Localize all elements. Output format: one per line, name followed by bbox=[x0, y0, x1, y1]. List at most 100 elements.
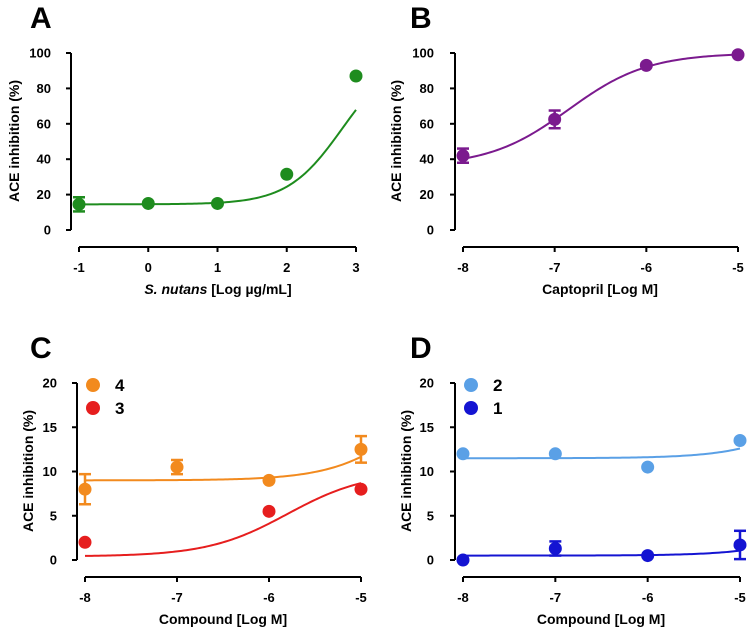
chart-panel-B: B 0 20 40 60 80 100 -8 -7 -6 -5 ACE inhibition (%) C… bbox=[388, 2, 745, 297]
data-point bbox=[354, 442, 368, 456]
y-tick-label: 40 bbox=[420, 152, 434, 167]
x-tick-label: -6 bbox=[642, 590, 654, 605]
data-point bbox=[354, 482, 368, 496]
panel-letter: B bbox=[410, 2, 432, 35]
series-3 bbox=[78, 482, 368, 557]
data-point bbox=[72, 197, 86, 211]
y-tick-label: 80 bbox=[37, 81, 51, 96]
y-tick-label: 20 bbox=[37, 187, 51, 202]
y-tick-label: 0 bbox=[427, 223, 434, 238]
x-tick-label: 0 bbox=[145, 260, 152, 275]
data-point bbox=[548, 541, 562, 555]
legend-marker bbox=[464, 401, 478, 415]
data-point bbox=[548, 112, 562, 126]
x-tick-label: -7 bbox=[550, 590, 562, 605]
data-point bbox=[731, 48, 745, 62]
y-tick-label: 60 bbox=[37, 116, 51, 131]
y-tick-label: 20 bbox=[420, 187, 434, 202]
x-tick-label: 2 bbox=[283, 260, 290, 275]
data-point bbox=[349, 69, 363, 83]
x-tick-label: -5 bbox=[734, 590, 746, 605]
panel-letter: C bbox=[30, 332, 52, 365]
chart-panel-D: D 0 5 10 15 20 -8 -7 -6 -5 ACE inhibition (%) Compo… bbox=[398, 332, 747, 627]
data-point bbox=[639, 58, 653, 72]
series-1 bbox=[456, 529, 747, 567]
y-axis-label: ACE inhibition (%) bbox=[6, 80, 22, 202]
y-tick-label: 5 bbox=[427, 508, 434, 523]
legend-label: 1 bbox=[493, 399, 502, 418]
series-4 bbox=[78, 434, 368, 506]
y-tick-label: 60 bbox=[420, 116, 434, 131]
data-point bbox=[456, 447, 470, 461]
y-tick-label: 15 bbox=[420, 420, 434, 435]
fit-curve bbox=[84, 482, 362, 557]
data-point bbox=[262, 504, 276, 518]
y-tick-label: 10 bbox=[43, 464, 57, 479]
legend-marker bbox=[86, 378, 100, 392]
fit-curve bbox=[78, 109, 357, 206]
y-tick-label: 100 bbox=[29, 46, 51, 61]
x-tick-label: -5 bbox=[355, 590, 367, 605]
panel-letter: A bbox=[30, 2, 52, 35]
y-tick-label: 0 bbox=[44, 223, 51, 238]
y-axis-label: ACE inhibition (%) bbox=[388, 80, 404, 202]
data-point bbox=[548, 447, 562, 461]
data-point bbox=[456, 149, 470, 163]
data-point bbox=[733, 538, 747, 552]
y-tick-label: 0 bbox=[427, 553, 434, 568]
y-tick-label: 15 bbox=[43, 420, 57, 435]
data-point bbox=[170, 460, 184, 474]
x-tick-label: -8 bbox=[457, 590, 469, 605]
data-point bbox=[262, 473, 276, 487]
x-tick-label: -7 bbox=[171, 590, 183, 605]
legend-label: 3 bbox=[115, 399, 124, 418]
data-point bbox=[641, 460, 655, 474]
y-tick-label: 100 bbox=[412, 46, 434, 61]
panel-letter: D bbox=[410, 332, 432, 365]
fit-curve bbox=[463, 549, 741, 557]
series-1 bbox=[72, 69, 363, 213]
y-tick-label: 5 bbox=[50, 508, 57, 523]
y-tick-label: 0 bbox=[50, 553, 57, 568]
data-point bbox=[733, 434, 747, 448]
data-point bbox=[280, 167, 294, 181]
legend-label: 2 bbox=[493, 376, 502, 395]
y-tick-label: 20 bbox=[43, 376, 57, 391]
chart-panel-C: C 0 5 10 15 20 -8 -7 -6 -5 ACE inhibition (%) Compo… bbox=[20, 332, 368, 627]
data-point bbox=[78, 535, 92, 549]
x-tick-label: -7 bbox=[549, 260, 561, 275]
data-point bbox=[78, 482, 92, 496]
x-tick-label: 3 bbox=[352, 260, 359, 275]
fit-curve bbox=[462, 53, 739, 160]
x-tick-label: -6 bbox=[641, 260, 653, 275]
series-1 bbox=[456, 48, 745, 164]
data-point bbox=[456, 553, 470, 567]
data-point bbox=[211, 196, 224, 210]
x-axis-label: Compound [Log M] bbox=[537, 611, 665, 627]
y-axis-label: ACE inhibition (%) bbox=[398, 410, 414, 532]
x-axis-label: S. nutans [Log µg/mL] bbox=[144, 281, 291, 297]
legend-marker bbox=[86, 401, 100, 415]
x-tick-label: -8 bbox=[457, 260, 469, 275]
chart-panel-A: A 0 20 40 60 80 100 -1 0 1 2 3 ACE inhibition (%) S. … bbox=[6, 2, 363, 297]
x-axis-label: Compound [Log M] bbox=[159, 611, 287, 627]
x-tick-label: 1 bbox=[214, 260, 221, 275]
fit-curve bbox=[463, 447, 741, 460]
data-point bbox=[141, 196, 155, 210]
y-axis-label: ACE inhibition (%) bbox=[20, 410, 36, 532]
y-tick-label: 80 bbox=[420, 81, 434, 96]
legend-marker bbox=[464, 378, 478, 392]
x-axis-label: Captopril [Log M] bbox=[542, 281, 658, 297]
data-point bbox=[641, 549, 655, 563]
x-tick-label: -1 bbox=[73, 260, 85, 275]
y-tick-label: 20 bbox=[420, 376, 434, 391]
y-tick-label: 10 bbox=[420, 464, 434, 479]
x-tick-label: -6 bbox=[263, 590, 275, 605]
x-tick-label: -5 bbox=[732, 260, 744, 275]
x-tick-label: -8 bbox=[79, 590, 91, 605]
series-2 bbox=[456, 434, 747, 474]
y-tick-label: 40 bbox=[37, 152, 51, 167]
fit-curve bbox=[85, 455, 362, 482]
legend-label: 4 bbox=[115, 376, 125, 395]
